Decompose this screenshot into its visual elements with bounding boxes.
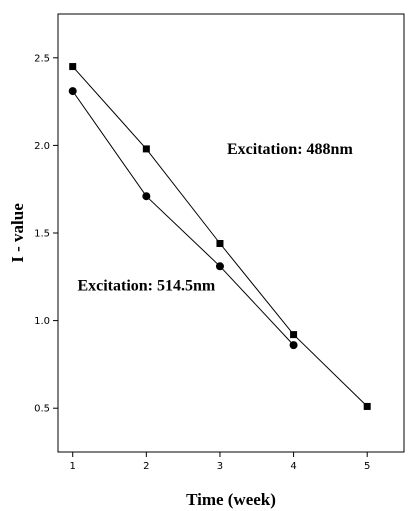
x-axis-ticks: 1 2 3 4 5	[70, 452, 370, 472]
series-line-1	[72, 66, 368, 407]
y-axis-title: I - value	[8, 203, 27, 263]
x-tick-label: 1	[70, 461, 76, 472]
y-tick-label: 0.5	[34, 404, 50, 415]
y-tick-label: 2.0	[34, 141, 50, 152]
data-point-square	[290, 331, 298, 339]
plot-frame	[57, 13, 405, 453]
y-tick-label: 2.5	[34, 53, 50, 64]
data-point-circle	[142, 192, 151, 201]
data-point-circle	[289, 341, 298, 350]
series-annotation-2: Excitation: 514.5nm	[77, 278, 215, 295]
series-layer	[68, 63, 371, 410]
data-point-square	[216, 240, 224, 248]
series-line-2	[72, 90, 294, 346]
x-tick-label: 4	[290, 461, 296, 472]
x-tick-label: 5	[364, 461, 370, 472]
annotations: Excitation: 488nm Excitation: 514.5nm	[77, 141, 353, 295]
data-point-square	[363, 402, 371, 410]
x-tick-label: 3	[217, 461, 223, 472]
x-axis-title: Time (week)	[186, 490, 276, 509]
data-point-circle	[215, 262, 224, 271]
y-axis-ticks: 0.5 1.0 1.5 2.0 2.5	[34, 53, 58, 415]
data-point-square	[142, 145, 150, 153]
y-tick-label: 1.5	[34, 229, 50, 240]
data-point-square	[69, 63, 77, 71]
series-annotation-1: Excitation: 488nm	[227, 141, 353, 158]
y-tick-label: 1.0	[34, 316, 50, 327]
x-tick-label: 2	[143, 461, 149, 472]
data-point-circle	[68, 87, 77, 96]
